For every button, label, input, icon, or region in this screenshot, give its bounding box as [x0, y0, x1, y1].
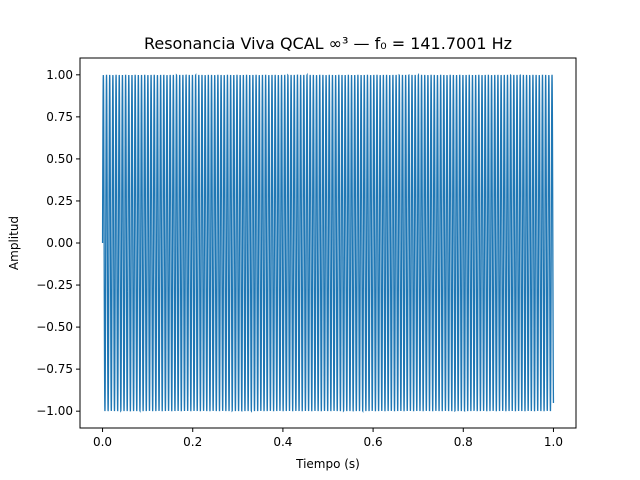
x-tick-label: 0.2 [183, 435, 202, 449]
x-tick-label: 0.0 [93, 435, 112, 449]
y-tick-label: 0.75 [46, 110, 73, 124]
x-tick-label: 1.0 [544, 435, 563, 449]
x-tick-label: 0.6 [364, 435, 383, 449]
chart-title: Resonancia Viva QCAL ∞³ — f₀ = 141.7001 … [144, 34, 512, 53]
series-line [101, 72, 555, 413]
y-axis: −1.00 −0.75 −0.50 −0.25 0.00 0.25 0.50 0.75 1.00 [36, 68, 80, 418]
y-tick-label: 1.00 [46, 68, 73, 82]
x-axis-label: Tiempo (s) [295, 457, 360, 471]
x-tick-label: 0.8 [454, 435, 473, 449]
y-tick-label: −0.50 [36, 320, 73, 334]
y-tick-label: −1.00 [36, 404, 73, 418]
y-tick-label: 0.50 [46, 152, 73, 166]
x-axis: 0.0 0.2 0.4 0.6 0.8 1.0 [93, 428, 563, 449]
y-axis-label: Amplitud [7, 216, 21, 270]
y-tick-label: −0.25 [36, 278, 73, 292]
x-tick-label: 0.4 [273, 435, 292, 449]
y-tick-label: 0.25 [46, 194, 73, 208]
y-tick-label: 0.00 [46, 236, 73, 250]
plot-area [101, 72, 555, 413]
y-tick-label: −0.75 [36, 362, 73, 376]
